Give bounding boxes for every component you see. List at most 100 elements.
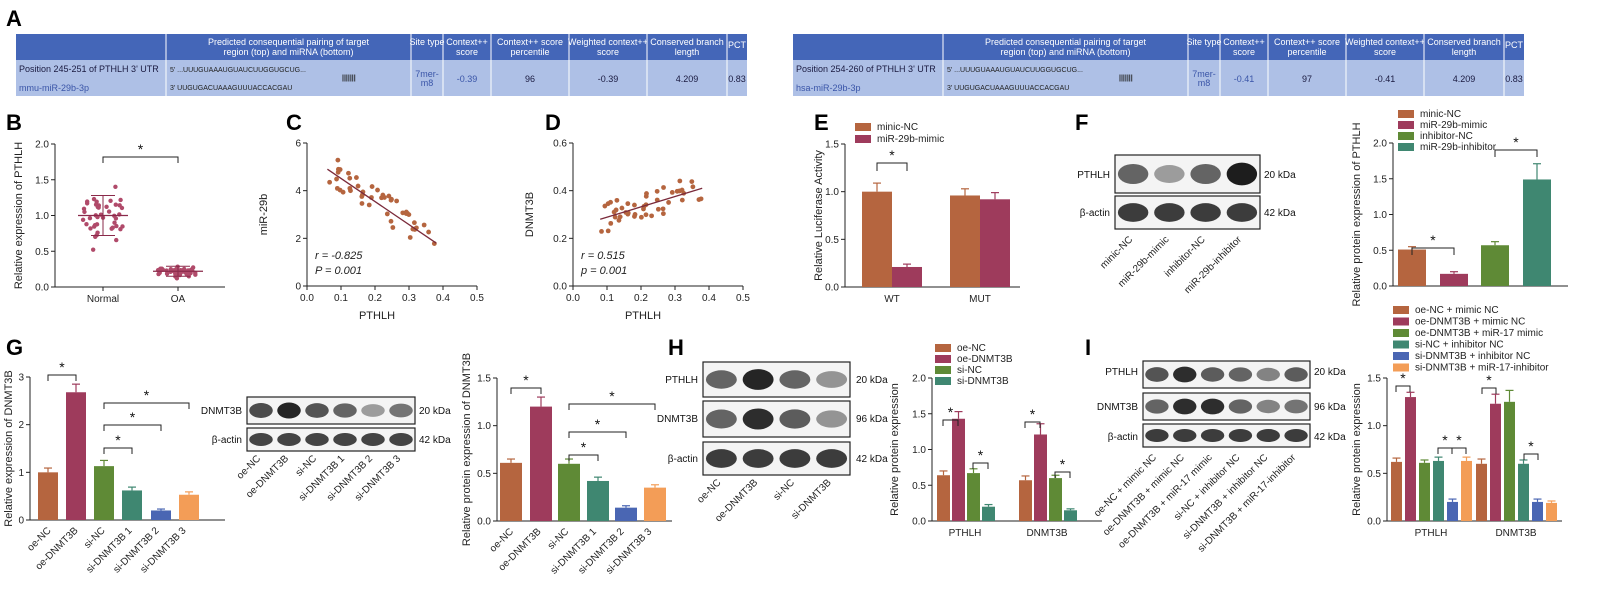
data-point [95,230,100,235]
table-header-bg [16,34,747,60]
target-prediction-tables: Predicted consequential pairing of targe… [16,34,1524,96]
data-point [411,220,417,226]
blot-kda: 20 kDa [1314,367,1346,378]
bar [644,487,666,521]
panel-b: 0.0 0.5 1.0 1.5 2.0 Relative expression of PT… [13,140,225,305]
y-tick-label: 1.5 [825,140,839,151]
data-point [612,214,618,220]
y-tick-label: 1.0 [825,187,839,198]
bar [500,462,522,521]
data-point [104,204,109,209]
data-point [120,224,125,229]
data-point [602,203,608,209]
bar [952,418,965,521]
blot-band [1226,203,1258,222]
table-header-cell: Predicted consequential pairing of targe… [985,37,1147,47]
y-axis-label: Relative Luciferase Activity [813,150,825,281]
y-tick-label: 1.0 [35,211,49,222]
blot-band [1154,203,1185,222]
legend-swatch [935,344,951,352]
data-point [625,201,631,207]
data-point [639,214,644,220]
blot-band [779,370,811,389]
table-header-cell: percentile [1287,47,1326,57]
x-tick-label: 0.2 [368,293,382,304]
table-header-cell: score [1374,47,1396,57]
blot-band [1284,367,1308,382]
data-point [689,179,695,184]
y-tick-label: 1.0 [1373,210,1387,221]
blot-pthlh-frame [1142,360,1311,389]
legend-label: miR-29b-inhibitor [1420,142,1497,153]
data-point [394,198,400,204]
table-header-cell: score [456,47,478,57]
blot-band [1256,399,1280,414]
lane-label: si-DNMT3B [789,477,834,522]
data-point [643,212,649,218]
y-tick-label: 2 [18,420,24,431]
data-point [110,225,115,230]
blot-row-label: PTHLH [1077,170,1110,181]
y-tick-label: 1.5 [35,175,49,186]
blot-kda: 42 kDa [1314,432,1346,443]
y-tick-label: 1.0 [1367,421,1381,432]
significance-star: * [978,447,984,463]
data-point [614,197,620,203]
blot-band [1284,399,1308,414]
bar [1518,463,1529,521]
legend-label: oe-DNMT3B [957,354,1013,365]
data-point [599,228,604,234]
legend-label: si-DNMT3B + inhibitor NC [1415,351,1530,362]
blot-band [249,403,273,418]
table-header-cell: Predicted consequential pairing of targe… [208,37,370,47]
significance-star: * [1528,438,1534,454]
y-tick-label: 0.0 [477,517,491,528]
table-value: 96 [525,74,535,84]
bar [1523,179,1551,286]
significance-bracket [102,156,179,163]
x-tick-label: Normal [87,294,119,305]
legend-swatch [1398,143,1414,151]
blot-kda: 20 kDa [419,406,451,417]
blot-row-label: β-actin [1108,432,1138,443]
table-position: Position 245-251 of PTHLH 3' UTR [19,64,159,74]
table-value: -0.41 [1375,74,1396,84]
blot-band [1173,428,1197,443]
table-site-type-suffix: m8 [421,78,434,88]
bar [1532,501,1543,521]
y-tick-label: 0.5 [912,481,926,492]
bar [94,466,114,520]
bar [179,494,199,520]
x-tick-label: 0.4 [702,293,716,304]
x-tick-label: 0.0 [566,293,580,304]
lane-label: si-NC [82,525,107,550]
significance-star: * [889,147,895,163]
y-tick-label: 2.0 [1373,139,1387,150]
bar [1447,501,1458,521]
data-point [661,185,666,190]
blot-row-label: β-actin [1080,208,1110,219]
blot-band [816,371,848,388]
table-header-cell: length [675,47,700,57]
x-tick-label: PTHLH [949,528,982,539]
table-pairing-bars: ||||||| [342,75,356,82]
blot-band [705,449,737,468]
significance-bracket [1523,453,1539,460]
blot-dnmt3b-frame [1142,392,1311,421]
data-point [335,157,341,163]
lane-label: si-NC [772,477,797,502]
panel-label-B: B [6,110,22,135]
table-value: 0.83 [728,74,746,84]
data-point [335,166,341,172]
bar [1049,478,1062,521]
data-point [117,203,122,208]
blot-band [1226,162,1258,186]
y-tick-label: 6 [295,139,301,150]
blot-kda: 42 kDa [856,454,888,465]
blot-band [1145,367,1169,382]
y-tick-label: 0 [18,516,24,527]
table-header-cell: Context++ score [497,37,563,47]
data-point [690,184,696,190]
